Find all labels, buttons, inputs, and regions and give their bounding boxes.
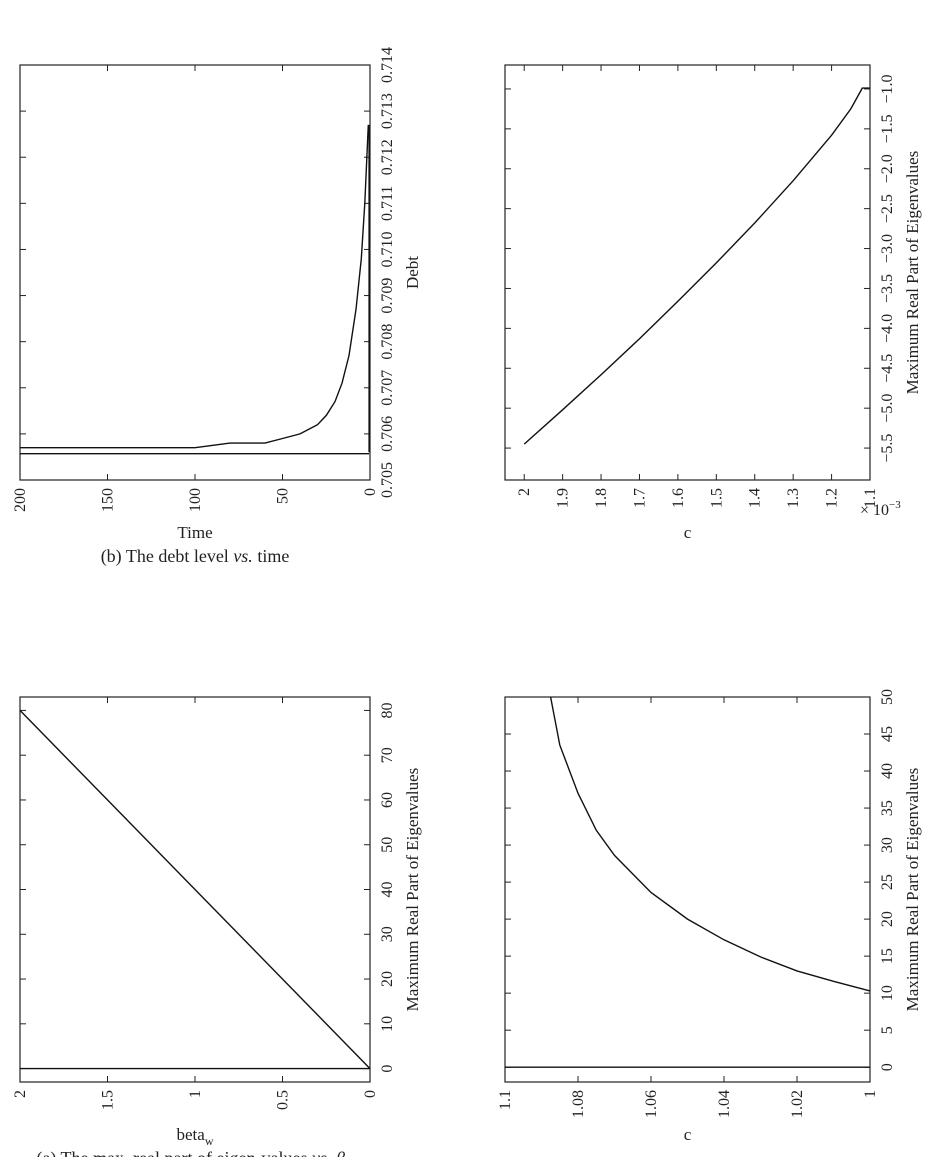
- x-tick-label: 1.1: [862, 488, 879, 508]
- y-tick-label: −4.0: [879, 314, 896, 343]
- y-tick-label: 0.713: [379, 93, 396, 129]
- chart-b-lines: [20, 124, 370, 455]
- x-tick-label: 1.06: [643, 1090, 660, 1118]
- y-tick-label: 30: [379, 926, 396, 942]
- chart-c: 1 1.02 1.04 1.06 1.08 1.1 0 5 10 15 20 25 30 35 40 45 50…: [497, 689, 922, 1144]
- y-tick-label: −3.5: [879, 274, 896, 303]
- x-tick-label: 200: [12, 488, 29, 512]
- chart-a-lines: [19, 709, 371, 1070]
- y-tick-label: 10: [879, 985, 896, 1001]
- chart-b-ticks: 0 50 100 150 200 0.705 0.706 0.707 0.708 0.709 0.7…: [12, 47, 396, 512]
- y-tick-label: −4.5: [879, 354, 896, 383]
- x-tick-label: 1.5: [100, 1090, 117, 1110]
- x-tick-label: 2: [12, 1090, 29, 1098]
- y-tick-label: 15: [879, 948, 896, 964]
- x-tick-label: 1.2: [824, 488, 841, 508]
- y-tick-label: 0.709: [379, 278, 396, 314]
- chart-b-ylabel: Debt: [403, 256, 422, 289]
- x-tick-label: 1.5: [708, 488, 725, 508]
- chart-d: 1.1 1.2 1.3 1.4 1.5 1.6 1.7 1.8 1.9 2 −1.0 −1.5 −2.0…: [504, 64, 922, 542]
- x-tick-label: 1.6: [670, 488, 687, 508]
- chart-c-lines: [505, 696, 871, 1068]
- x-tick-label: 1.02: [789, 1090, 806, 1118]
- x-tick-label: 1.1: [497, 1090, 514, 1110]
- y-tick-label: 60: [379, 792, 396, 808]
- x-tick-label: 50: [275, 488, 292, 504]
- y-tick-label: 5: [879, 1026, 896, 1034]
- y-tick-label: 0.711: [379, 186, 396, 221]
- y-tick-label: −1.5: [879, 114, 896, 143]
- chart-d-frame: [504, 64, 871, 481]
- x-tick-label: 100: [187, 488, 204, 512]
- y-tick-label: 0.712: [379, 139, 396, 175]
- y-tick-label: 0: [379, 1065, 396, 1073]
- y-tick-label: −3.0: [879, 234, 896, 263]
- y-tick-label: 20: [379, 971, 396, 987]
- y-tick-label: −2.0: [879, 154, 896, 183]
- chart-c-xlabel: c: [684, 1125, 692, 1144]
- y-tick-label: 40: [379, 882, 396, 898]
- y-tick-label: 30: [879, 837, 896, 853]
- x-tick-label: 1.3: [785, 488, 802, 508]
- chart-a-ylabel: Maximum Real Part of Eigenvalues: [403, 768, 422, 1012]
- series-line: [19, 709, 371, 1070]
- x-tick-label: 1.04: [716, 1090, 733, 1118]
- chart-b-xlabel: Time: [177, 523, 212, 542]
- y-tick-label: 70: [379, 747, 396, 763]
- x-tick-label: 1.9: [555, 488, 572, 508]
- y-tick-label: 0.708: [379, 324, 396, 360]
- y-tick-label: 50: [879, 689, 896, 705]
- chart-d-exponent: × 10−3: [860, 499, 901, 519]
- x-tick-label: 0: [362, 488, 379, 496]
- chart-d-xlabel: c: [684, 523, 692, 542]
- y-tick-label: 50: [379, 837, 396, 853]
- chart-d-lines: [523, 87, 870, 445]
- y-tick-label: 40: [879, 763, 896, 779]
- y-tick-label: −2.5: [879, 194, 896, 223]
- x-tick-label: 1: [862, 1090, 879, 1098]
- y-tick-label: 35: [879, 800, 896, 816]
- x-tick-label: 1.4: [747, 488, 764, 508]
- chart-c-ticks: 1 1.02 1.04 1.06 1.08 1.1 0 5 10 15 20 25 30 35 40 45 50: [497, 689, 896, 1118]
- y-tick-label: 0.705: [379, 462, 396, 498]
- chart-c-frame: [504, 696, 871, 1083]
- y-tick-label: 25: [879, 874, 896, 890]
- chart-b-frame: [19, 64, 371, 481]
- x-tick-label: 1: [187, 1090, 204, 1098]
- chart-a-caption: (a) The max. real part of eigen-values v…: [36, 1148, 354, 1157]
- series-line: [523, 87, 870, 445]
- x-tick-label: 1.08: [570, 1090, 587, 1118]
- y-tick-label: 0.707: [379, 370, 396, 406]
- x-tick-label: 150: [100, 488, 117, 512]
- y-tick-label: 0: [879, 1063, 896, 1071]
- y-tick-label: 80: [379, 702, 396, 718]
- x-tick-label: 1.8: [593, 488, 610, 508]
- y-tick-label: 45: [879, 726, 896, 742]
- y-tick-label: 0.714: [379, 47, 396, 83]
- x-tick-label: 0.5: [275, 1090, 292, 1110]
- chart-b-caption: (b) The debt level vs. time: [101, 546, 290, 567]
- x-tick-label: 1.7: [631, 488, 648, 508]
- y-tick-label: 10: [379, 1016, 396, 1032]
- y-tick-label: −5.5: [879, 434, 896, 463]
- series-line: [20, 124, 369, 449]
- chart-d-ylabel: Maximum Real Part of Eigenvalues: [903, 151, 922, 395]
- series-line: [549, 696, 871, 992]
- chart-b: 0 50 100 150 200 0.705 0.706 0.707 0.708 0.709 0.7…: [12, 47, 422, 567]
- y-tick-label: −5.0: [879, 394, 896, 423]
- chart-d-ticks: 1.1 1.2 1.3 1.4 1.5 1.6 1.7 1.8 1.9 2 −1.0 −1.5 −2.0…: [505, 65, 896, 508]
- y-tick-label: 0.706: [379, 416, 396, 452]
- y-tick-label: −1.0: [879, 74, 896, 103]
- y-tick-label: 0.710: [379, 231, 396, 267]
- x-tick-label: 0: [362, 1090, 379, 1098]
- chart-c-ylabel: Maximum Real Part of Eigenvalues: [903, 768, 922, 1012]
- y-tick-label: 20: [879, 911, 896, 927]
- chart-a-xlabel: betaw: [177, 1125, 214, 1148]
- x-tick-label: 2: [516, 488, 533, 496]
